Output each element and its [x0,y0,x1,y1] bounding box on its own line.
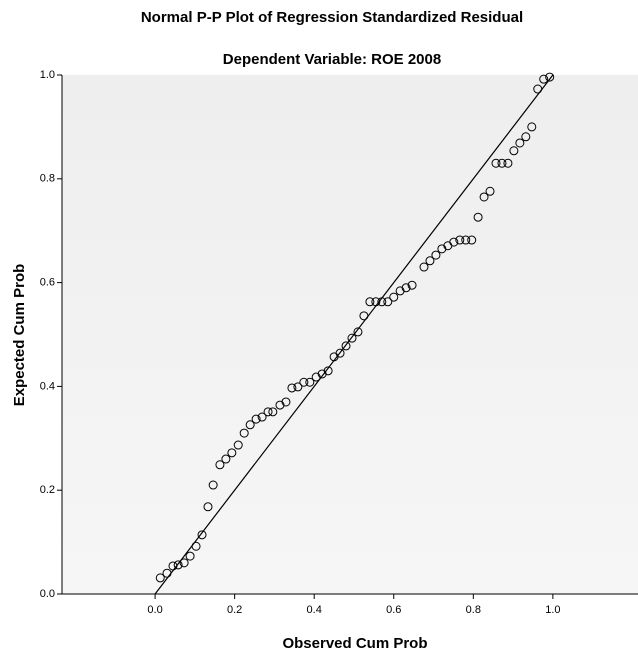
point [173,560,183,570]
point [233,440,243,450]
point [215,460,225,470]
x-tick-label: 0.0 [147,604,162,616]
point [359,311,369,321]
x-tick-label: 0.2 [227,604,242,616]
point [371,297,381,307]
chart-title: Normal P-P Plot of Regression Standardiz… [141,9,523,26]
point [347,333,357,343]
y-tick-label: 0.8 [40,173,55,185]
point [383,297,393,307]
point [179,558,189,568]
point [197,530,207,540]
point [221,454,231,464]
point [168,561,178,571]
point [467,235,477,245]
point [281,397,291,407]
point [389,292,399,302]
y-tick-label: 0.6 [40,277,55,289]
point [473,212,483,222]
point [208,480,218,490]
x-tick-label: 0.6 [386,604,401,616]
point [491,158,501,168]
x-tick-label: 0.8 [466,604,481,616]
point [341,341,351,351]
y-axis-label: Expected Cum Prob [11,264,28,407]
y-tick-label: 0.2 [40,484,55,496]
point [263,407,273,417]
point [251,414,261,424]
point [545,72,555,82]
point [479,192,489,202]
point [268,407,278,417]
point [239,428,249,438]
point [521,132,531,142]
point [155,573,165,583]
point [455,235,465,245]
point [353,327,363,337]
x-axis-label: Observed Cum Prob [282,635,427,652]
point [431,250,441,260]
point [419,262,429,272]
y-tick-label: 0.4 [40,380,55,392]
point [497,158,507,168]
point [203,502,213,512]
point [449,237,459,247]
point [191,541,201,551]
point [539,74,549,84]
point [365,297,375,307]
point [527,122,537,132]
point [509,146,519,156]
point [485,186,495,196]
point [299,377,309,387]
point [515,138,525,148]
point [461,235,471,245]
y-tick-label: 0.0 [40,588,55,600]
point [323,366,333,376]
point [503,158,513,168]
point [305,377,315,387]
point [425,256,435,266]
point [377,297,387,307]
point [533,84,543,94]
point [245,420,255,430]
point [407,280,417,290]
point [401,283,411,293]
x-tick-label: 1.0 [545,604,560,616]
point [162,568,172,578]
point [257,412,267,422]
point [335,348,345,358]
point [293,382,303,392]
point [227,448,237,458]
point [185,551,195,561]
point [287,383,297,393]
x-tick-label: 0.4 [307,604,322,616]
y-tick-label: 1.0 [40,69,55,81]
chart-subtitle: Dependent Variable: ROE 2008 [223,51,441,68]
